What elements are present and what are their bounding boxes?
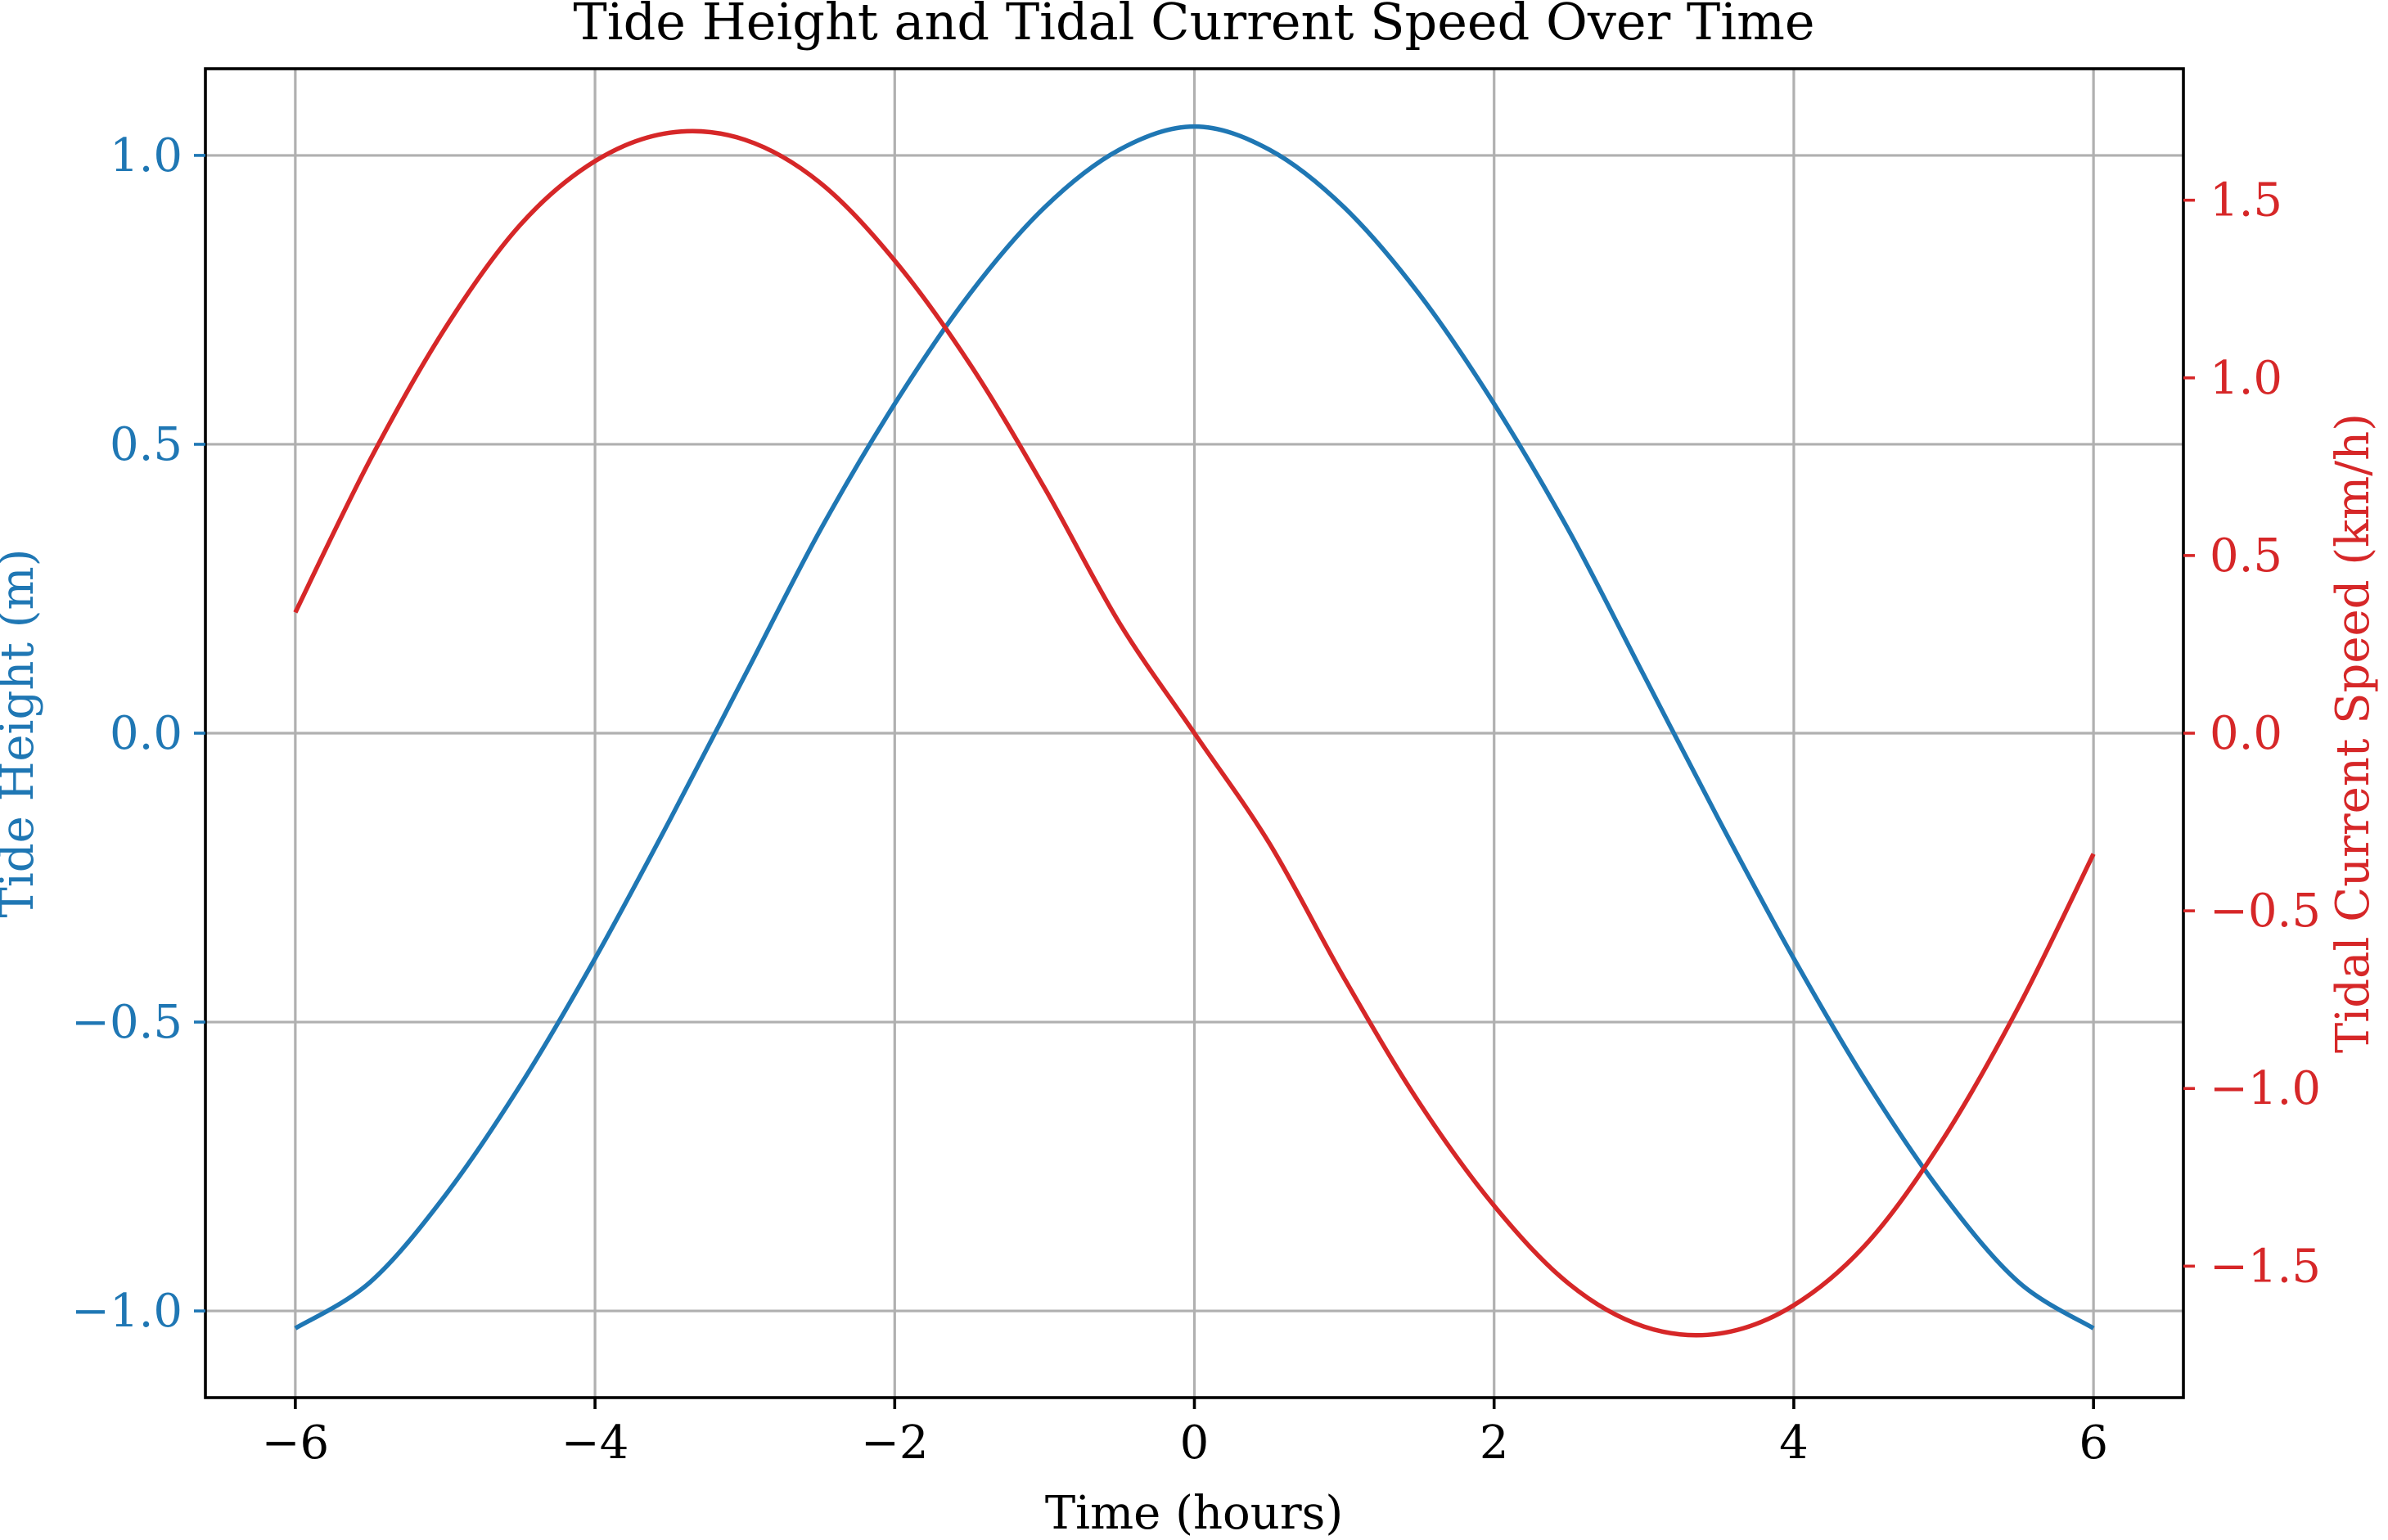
y-right-tick-label: −1.5: [2210, 1240, 2321, 1293]
x-tick-label: −4: [561, 1416, 629, 1470]
y-right-tick-label: −1.0: [2210, 1062, 2321, 1115]
grid: [205, 69, 2183, 1398]
y-right-axis-title: Tidal Current Speed (km/h): [2327, 413, 2380, 1053]
chart-title: Tide Height and Tidal Current Speed Over…: [573, 0, 1814, 52]
x-tick-label: 2: [1480, 1416, 1509, 1470]
y-right-tick-label: 0.0: [2210, 707, 2282, 760]
x-tick-label: 4: [1779, 1416, 1809, 1470]
tidal-current-speed-line: [293, 128, 2096, 1338]
series-layer: [293, 124, 2096, 1338]
y-left-tick-label: 1.0: [110, 129, 182, 182]
y-left-axis-title: Tide Height (m): [0, 549, 44, 918]
y-right-tick-label: 0.5: [2210, 529, 2282, 583]
y-left-tick-label: 0.5: [110, 418, 182, 471]
y-left-tick-label: −1.0: [71, 1285, 182, 1338]
y-right-tick-label: −0.5: [2210, 885, 2321, 938]
y-left-tick-label: −0.5: [71, 996, 182, 1049]
x-tick-label: 6: [2079, 1416, 2108, 1470]
x-tick-label: 0: [1180, 1416, 1210, 1470]
tide-height-line: [294, 124, 2095, 1331]
y-right-tick-label: 1.5: [2210, 174, 2282, 227]
y-right-tick-label: 1.0: [2210, 352, 2282, 405]
x-tick-label: −6: [262, 1416, 330, 1470]
x-axis-title: Time (hours): [1045, 1487, 1343, 1540]
x-tick-label: −2: [861, 1416, 929, 1470]
y-left-tick-label: 0.0: [110, 707, 182, 760]
ticks: −6 −4 −2 0 2 4 6 −1.0 −0.5 0.0 0.5 1.0 −1.5 −1.0 −0.5 0…: [71, 129, 2321, 1470]
